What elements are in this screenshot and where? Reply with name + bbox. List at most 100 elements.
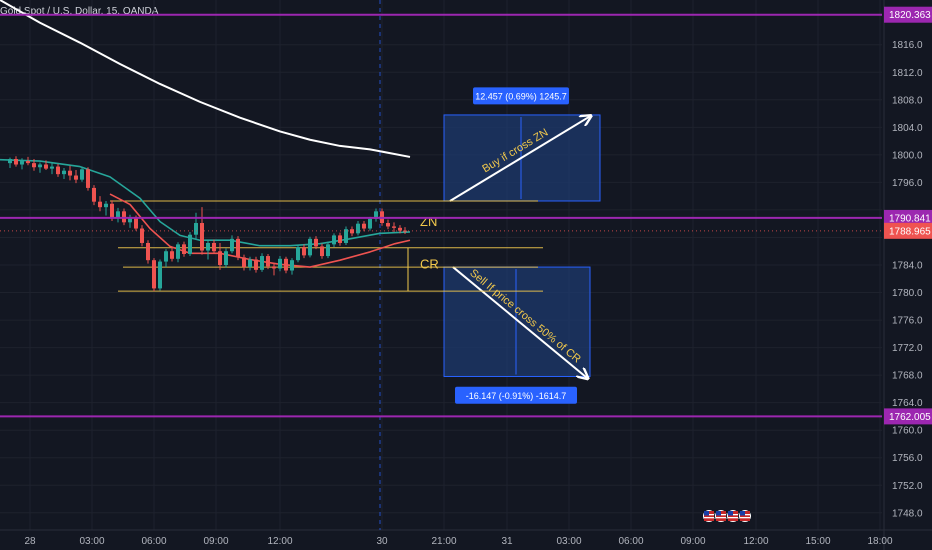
long-badge-text: 12.457 (0.69%) 1245.7 <box>475 91 567 101</box>
us-flag-icon[interactable] <box>726 509 740 523</box>
candle <box>20 158 24 170</box>
candle <box>260 253 264 272</box>
candle <box>296 245 300 263</box>
flag-canton <box>704 511 709 516</box>
price-tick-label: 1796.0 <box>892 178 923 189</box>
flag-canton <box>728 511 733 516</box>
candle <box>176 242 180 263</box>
candle <box>218 242 222 270</box>
candle-body <box>326 244 330 257</box>
flag-stripe <box>728 517 738 519</box>
candle <box>206 240 210 260</box>
candle-body <box>386 223 390 227</box>
candle-body <box>92 187 96 202</box>
candle <box>308 236 312 258</box>
candle <box>80 166 84 182</box>
candle-body <box>164 251 168 262</box>
support-price-tag <box>884 408 932 425</box>
candle <box>14 156 18 167</box>
grid <box>0 0 882 530</box>
candle <box>392 222 396 232</box>
candles <box>8 156 407 292</box>
candle-body <box>152 260 156 289</box>
candle-body <box>392 226 396 228</box>
candle-body <box>356 223 360 234</box>
candle <box>374 208 378 222</box>
candle-body <box>284 258 288 271</box>
last-price-tag <box>884 222 932 239</box>
candle <box>284 256 288 274</box>
us-flag-icon[interactable] <box>702 509 716 523</box>
candle-body <box>224 251 228 265</box>
candle-body <box>50 166 54 169</box>
short-badge <box>455 386 577 404</box>
candle-body <box>260 256 264 270</box>
price-axis[interactable]: 1748.0 1752.0 1756.0 1760.0 1764.0 1768.0 1772… <box>883 0 923 550</box>
candle-body <box>290 260 294 271</box>
price-tick-label: 1760.0 <box>892 426 923 437</box>
candle <box>62 167 66 179</box>
ma-50-line <box>0 158 411 247</box>
us-flag-icon[interactable] <box>738 509 752 523</box>
time-tick-label: 03:00 <box>79 536 104 547</box>
candle <box>254 256 258 273</box>
long-badge <box>473 87 569 105</box>
time-tick-label: 21:00 <box>431 536 456 547</box>
candle-body <box>38 164 42 168</box>
zone-label-zn: ZN <box>420 214 437 229</box>
candle <box>356 220 360 236</box>
candle <box>116 207 120 223</box>
flag-stripes <box>740 511 750 521</box>
candle <box>140 225 144 247</box>
candle <box>320 243 324 259</box>
candle <box>200 207 204 255</box>
event-icons[interactable] <box>702 509 752 523</box>
time-axis[interactable]: 28 03:00 06:00 09:00 12:00 30 21:00 31 03:00 06:0… <box>0 529 932 547</box>
candle <box>8 157 12 168</box>
resistance-price-text: 1820.363 <box>889 10 931 21</box>
price-tick-label: 1804.0 <box>892 123 923 134</box>
candle-body <box>344 229 348 243</box>
price-tick-label: 1776.0 <box>892 316 923 327</box>
candle <box>230 235 234 254</box>
symbol-title: Gold Spot / U.S. Dollar, 15, OANDA <box>0 6 159 17</box>
price-tick-label: 1772.0 <box>892 343 923 354</box>
candle <box>32 159 36 171</box>
candle-body <box>176 244 180 259</box>
flag-stripes <box>704 511 714 521</box>
price-tick-label: 1748.0 <box>892 508 923 519</box>
time-tick-label: 03:00 <box>556 536 581 547</box>
candle <box>56 163 60 177</box>
short-badge-text: -16.147 (-0.91%) -1614.7 <box>466 391 567 401</box>
candle-body <box>338 235 342 243</box>
candle-body <box>170 251 174 259</box>
candle-body <box>86 169 90 188</box>
candle-body <box>74 175 78 180</box>
candle <box>98 196 102 212</box>
candle-body <box>104 203 108 208</box>
candle <box>248 256 252 271</box>
time-tick-label: 18:00 <box>867 536 892 547</box>
price-tick-label: 1756.0 <box>892 453 923 464</box>
us-flag-icon[interactable] <box>714 509 728 523</box>
candle-body <box>302 247 306 256</box>
candle <box>92 185 96 206</box>
price-tick-label: 1800.0 <box>892 150 923 161</box>
candle-body <box>116 211 120 219</box>
flag-stripe <box>716 517 726 519</box>
candle <box>344 226 348 246</box>
candle-body <box>278 258 282 269</box>
flag-stripes <box>716 511 726 521</box>
candle-body <box>314 238 318 247</box>
candle <box>302 244 306 259</box>
candle <box>164 249 168 268</box>
candle <box>44 160 48 171</box>
price-tick-label: 1780.0 <box>892 288 923 299</box>
time-tick-label: 30 <box>376 536 388 547</box>
level-mid-price-text: 1790.841 <box>889 213 931 224</box>
price-levels[interactable]: 1820.363 1790.841 1762.005 1788.965 <box>0 6 932 425</box>
candle-body <box>236 238 240 258</box>
drawings[interactable]: ZN CR <box>110 0 543 530</box>
